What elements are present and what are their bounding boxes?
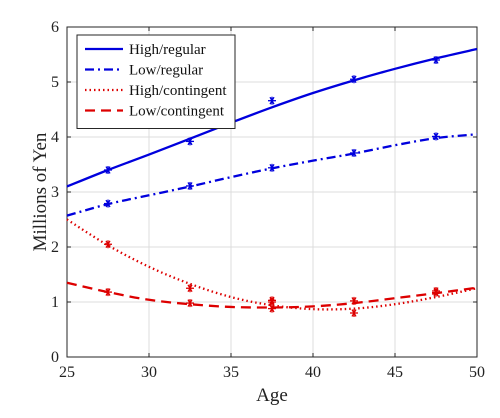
data-point-marker: [350, 148, 358, 157]
legend-label: Low/regular: [129, 63, 203, 79]
x-tick-label: 50: [469, 364, 485, 381]
y-tick-label: 0: [51, 349, 59, 366]
x-tick-label: 30: [141, 364, 157, 381]
y-tick-label: 2: [51, 239, 59, 256]
x-tick-label: 40: [305, 364, 321, 381]
data-point-marker: [268, 296, 276, 305]
data-point-marker: [104, 166, 112, 174]
data-point-marker: [432, 132, 440, 141]
series-line: [66, 218, 478, 311]
legend-box: [76, 34, 236, 129]
data-point-marker: [350, 309, 358, 317]
x-axis-title: Age: [256, 385, 288, 406]
series-line: [66, 47, 478, 188]
data-point-marker: [186, 137, 194, 146]
series-1: [66, 47, 478, 188]
data-point-marker: [186, 284, 194, 293]
x-tick-label: 25: [59, 364, 75, 381]
y-tick-label: 5: [51, 74, 59, 91]
data-point-marker: [186, 181, 194, 190]
data-point-marker: [268, 96, 276, 105]
y-tick-label: 1: [51, 294, 59, 311]
series-4: [66, 281, 478, 309]
data-point-marker: [432, 56, 440, 64]
series-group: [66, 47, 478, 317]
data-point-marker: [104, 288, 112, 297]
legend: High/regular Low/regular High/contingent Lo…: [76, 34, 236, 129]
y-tick-label: 3: [51, 184, 59, 201]
legend-label: High/regular: [129, 42, 206, 58]
data-point-marker: [350, 296, 358, 305]
data-point-marker: [350, 75, 358, 84]
y-axis-title: Millions of Yen: [30, 132, 51, 251]
x-tick-label: 35: [223, 364, 239, 381]
y-tick-label: 4: [51, 129, 59, 146]
data-point-marker: [186, 299, 194, 308]
x-tick-label: 45: [387, 364, 403, 381]
y-tick-label: 6: [51, 19, 59, 36]
series-line: [66, 281, 478, 309]
series-2: [66, 132, 478, 217]
data-point-marker: [104, 240, 112, 249]
data-point-marker: [268, 163, 276, 172]
data-point-marker: [432, 287, 440, 295]
legend-label: Low/contingent: [129, 104, 225, 120]
legend-label: High/contingent: [129, 83, 227, 99]
data-point-marker: [104, 199, 112, 208]
series-3: [66, 218, 478, 317]
